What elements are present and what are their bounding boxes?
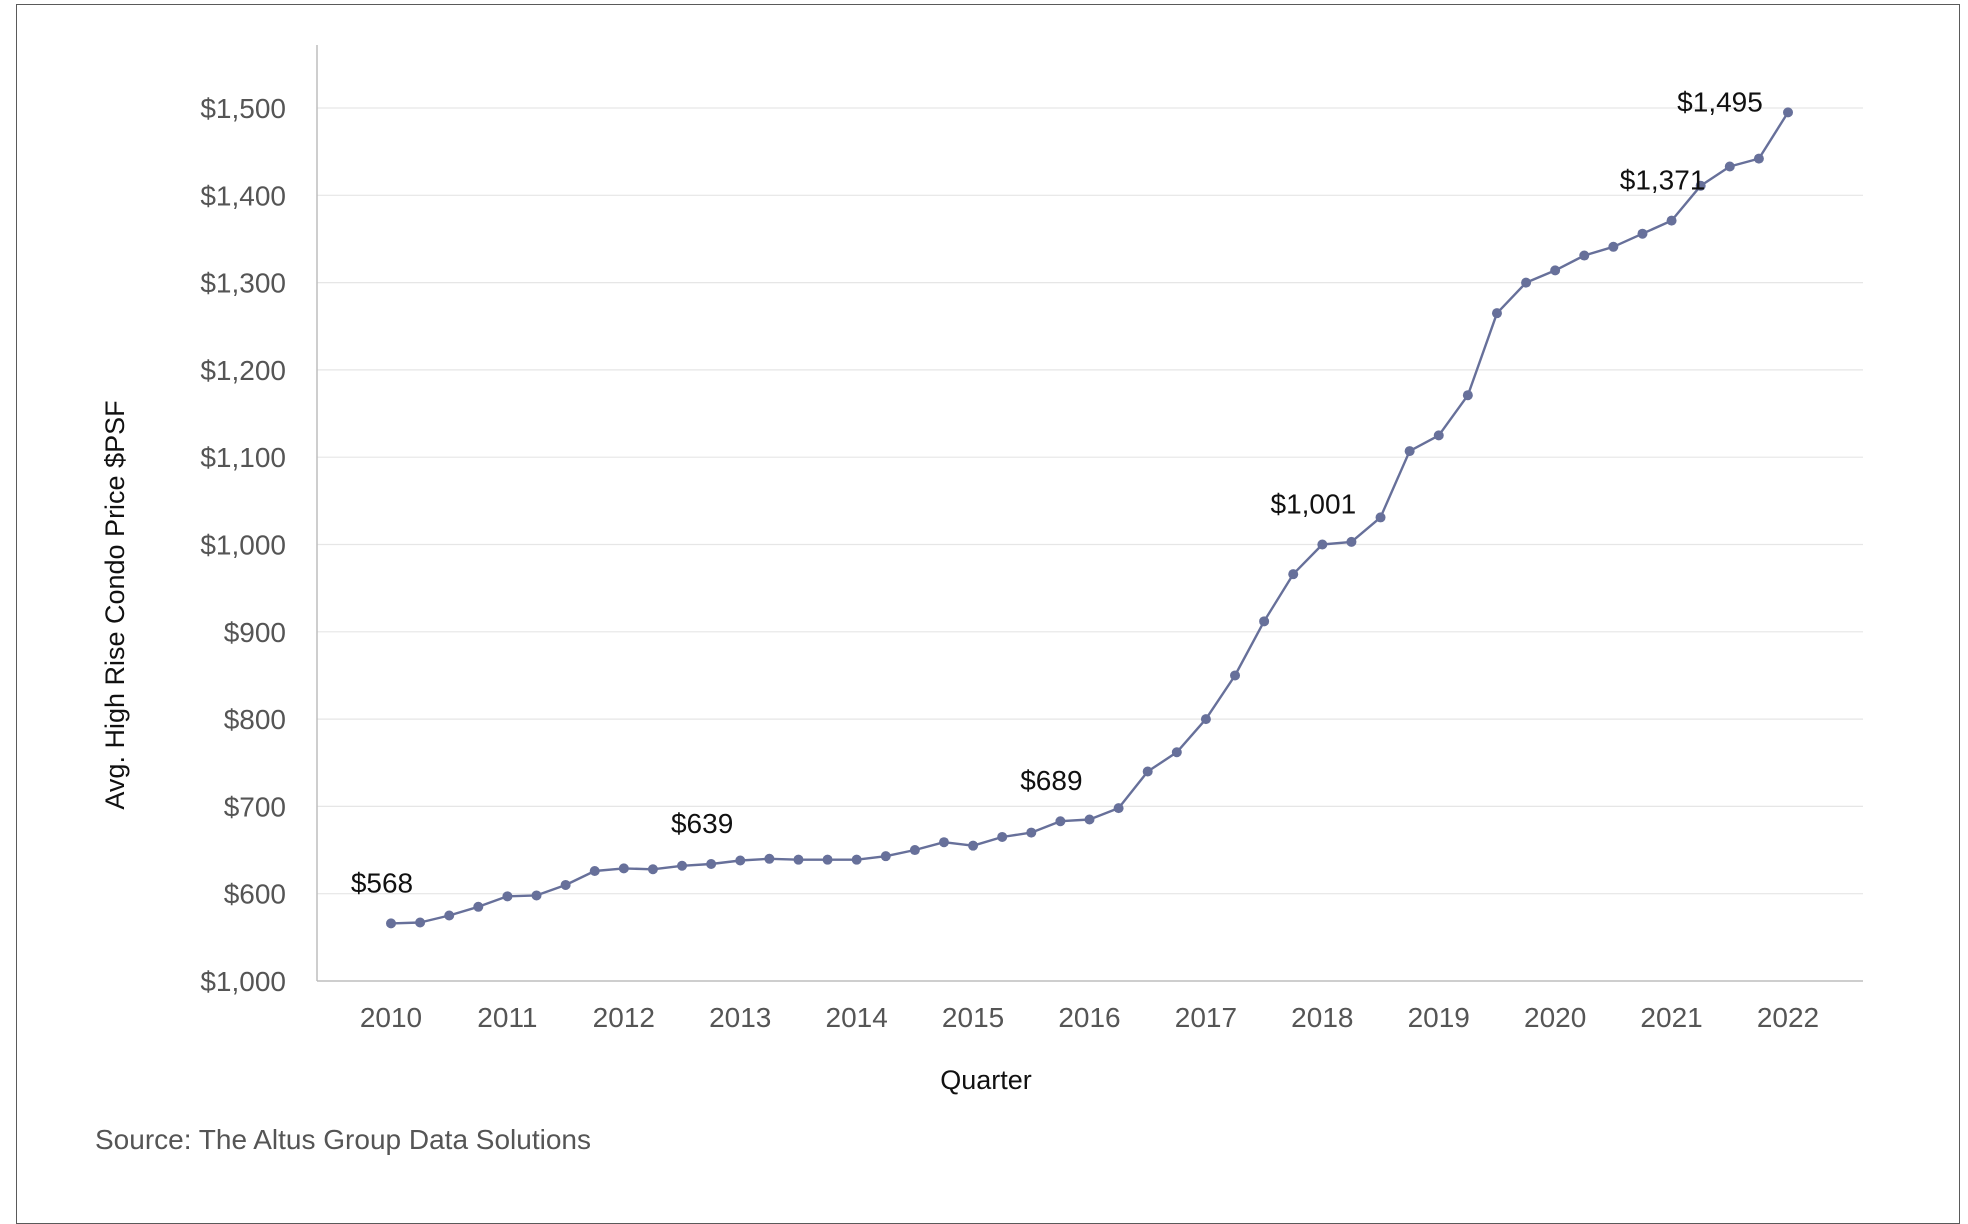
data-point: [1288, 569, 1299, 580]
data-point: [1579, 250, 1590, 261]
data-point: [415, 917, 426, 928]
y-tick-label: $1,400: [200, 180, 286, 211]
data-point: [1404, 446, 1415, 457]
data-point: [647, 864, 658, 875]
data-point: [909, 845, 920, 856]
x-tick-label: 2019: [1408, 1002, 1470, 1033]
data-labels: $568 $639 $689 $1,001 $1,371 $1,495: [351, 86, 1763, 898]
x-tick-label: 2020: [1524, 1002, 1586, 1033]
data-point: [1695, 180, 1706, 191]
data-point: [1230, 670, 1241, 681]
data-point: [1637, 228, 1648, 239]
y-axis-title: Avg. High Rise Condo Price $PSF: [100, 400, 130, 809]
data-label: $1,495: [1677, 86, 1763, 117]
data-point: [1783, 107, 1793, 118]
data-point: [938, 837, 949, 848]
data-label: $639: [671, 808, 733, 839]
data-label: $568: [351, 867, 413, 898]
data-points: [386, 107, 1793, 929]
series-line: [390, 111, 1790, 925]
data-point: [1142, 766, 1153, 777]
data-point: [1346, 536, 1357, 547]
data-point: [997, 831, 1008, 842]
y-tick-label: $700: [224, 791, 286, 822]
data-point: [1055, 816, 1066, 827]
y-tick-label: $600: [224, 879, 286, 910]
data-point: [1462, 390, 1473, 401]
x-axis-title: Quarter: [940, 1065, 1032, 1095]
x-tick-label: 2014: [826, 1002, 888, 1033]
y-tick-label: $1,500: [200, 93, 286, 124]
data-point: [1491, 308, 1502, 319]
y-tick-label: $900: [224, 617, 286, 648]
data-point: [1753, 153, 1764, 164]
source-note: Source: The Altus Group Data Solutions: [95, 1124, 591, 1155]
x-tick-label: 2013: [709, 1002, 771, 1033]
data-point: [1433, 430, 1444, 441]
data-point: [1550, 265, 1561, 276]
data-point: [560, 879, 571, 890]
data-point: [851, 854, 862, 865]
data-point: [677, 860, 688, 871]
data-point: [1026, 827, 1037, 838]
x-tick-label: 2015: [942, 1002, 1004, 1033]
data-point: [1259, 616, 1270, 627]
data-point: [1084, 814, 1095, 825]
data-label: $1,001: [1271, 489, 1357, 520]
y-tick-label: $1,300: [200, 268, 286, 299]
x-tick-label: 2017: [1175, 1002, 1237, 1033]
data-point: [1375, 512, 1386, 523]
data-point: [502, 891, 513, 902]
x-tick-labels: 2010 2011 2012 2013 2014 2015 2016 2017 2018 2019…: [360, 1002, 1819, 1033]
data-point: [444, 910, 455, 921]
data-point: [1317, 539, 1328, 550]
x-tick-label: 2011: [477, 1002, 537, 1033]
data-label: $689: [1020, 765, 1082, 796]
data-point: [1171, 747, 1182, 758]
data-point: [793, 854, 804, 865]
series-path: [390, 111, 1790, 925]
y-tick-label: $800: [224, 704, 286, 735]
data-point: [735, 855, 746, 866]
x-tick-label: 2012: [593, 1002, 655, 1033]
x-tick-label: 2016: [1058, 1002, 1120, 1033]
y-tick-labels: $1,000 $600 $700 $800 $900 $1,000 $1,100 $1,200…: [200, 93, 286, 997]
data-point: [880, 851, 891, 862]
data-point: [1113, 803, 1124, 814]
data-point: [1200, 714, 1211, 725]
data-point: [1666, 215, 1677, 226]
data-point: [473, 901, 484, 912]
data-point: [706, 859, 717, 870]
data-point: [618, 863, 629, 874]
data-point: [386, 918, 396, 929]
data-point: [764, 853, 775, 864]
x-tick-label: 2021: [1640, 1002, 1702, 1033]
x-tick-label: 2018: [1291, 1002, 1353, 1033]
data-point: [822, 854, 833, 865]
data-point: [1521, 277, 1532, 288]
axes: [316, 45, 1863, 982]
x-tick-label: 2010: [360, 1002, 422, 1033]
y-tick-label: $1,000: [200, 530, 286, 561]
data-point: [1724, 161, 1735, 172]
chart-frame: [16, 4, 1960, 1224]
y-tick-label: $1,000: [200, 966, 286, 997]
x-tick-label: 2022: [1757, 1002, 1819, 1033]
y-tick-label: $1,200: [200, 355, 286, 386]
data-point: [968, 840, 979, 851]
gridlines: [317, 107, 1863, 895]
data-label: $1,371: [1620, 165, 1706, 196]
y-tick-label: $1,100: [200, 442, 286, 473]
data-point: [589, 866, 600, 877]
data-point: [531, 890, 542, 901]
data-point: [1608, 241, 1619, 252]
